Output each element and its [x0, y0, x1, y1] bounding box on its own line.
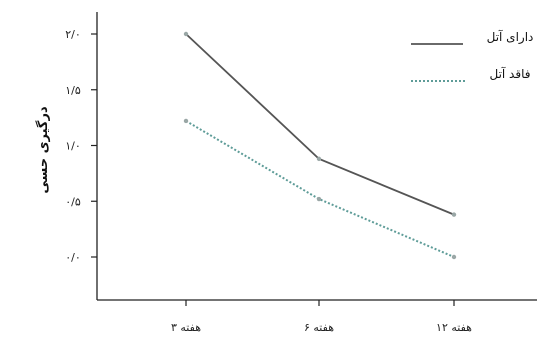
- y-tick-label: ۱/۰: [65, 140, 81, 153]
- y-tick-label: ۰/۵: [65, 195, 81, 208]
- y-tick-label: ۲/۰: [65, 28, 81, 41]
- y-axis-label: درگیری حسی: [35, 106, 51, 194]
- data-point: [316, 156, 322, 162]
- x-ticks: ۳ هفته ۶ هفته ۱۲ هفته: [171, 300, 472, 334]
- legend-label-with-splint: دارای آتل: [487, 29, 534, 45]
- x-tick-label: ۱۲ هفته: [436, 321, 472, 334]
- data-point: [451, 254, 457, 260]
- series-line-without-splint: [185, 120, 455, 258]
- legend: دارای آتل فاقد آتل: [411, 29, 534, 82]
- axes: [96, 12, 537, 301]
- series-layer: [183, 31, 457, 260]
- data-point: [183, 31, 189, 37]
- data-point: [451, 212, 457, 217]
- data-point: [316, 196, 322, 202]
- legend-label-without-splint: فاقد آتل: [489, 66, 530, 81]
- y-ticks: ۰/۰ ۰/۵ ۱/۰ ۱/۵ ۲/۰: [65, 28, 97, 264]
- x-tick-label: ۳ هفته: [171, 321, 201, 334]
- y-tick-label: ۱/۵: [65, 84, 81, 97]
- x-tick-label: ۶ هفته: [304, 321, 334, 334]
- data-point: [183, 118, 189, 124]
- y-tick-label: ۰/۰: [65, 251, 81, 264]
- series-line-with-splint: [185, 33, 455, 216]
